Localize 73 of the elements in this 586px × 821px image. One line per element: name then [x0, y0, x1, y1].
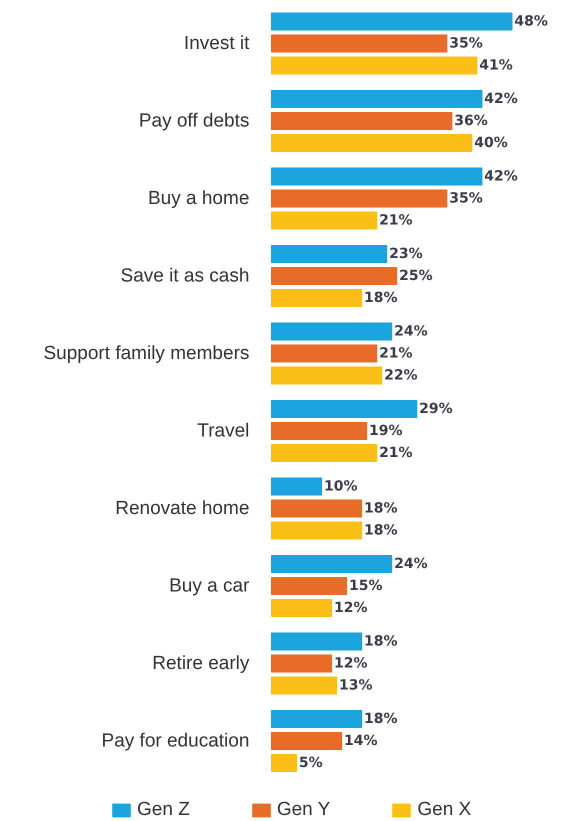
data-label: 15% [349, 578, 383, 594]
data-label: 18% [364, 290, 398, 306]
data-label: 25% [399, 268, 433, 284]
bar [270, 134, 472, 152]
legend-label: Gen Z [137, 799, 190, 821]
data-label: 29% [419, 401, 453, 417]
data-label: 21% [379, 346, 413, 362]
data-label: 48% [514, 14, 548, 30]
bar [270, 422, 368, 440]
bar [270, 90, 482, 108]
legend-label: Gen X [417, 799, 472, 821]
y-tick-label: Travel [197, 420, 250, 442]
y-tick-label: Retire early [152, 653, 250, 674]
y-tick-label: Invest it [184, 33, 250, 54]
bar [270, 344, 378, 362]
bar [270, 732, 342, 750]
bar [270, 267, 398, 285]
y-tick-label: Pay off debts [138, 110, 250, 132]
data-label: 35% [449, 36, 483, 52]
bar [270, 168, 482, 186]
data-label: 14% [344, 733, 378, 749]
bar [270, 676, 338, 694]
data-label: 21% [379, 212, 413, 228]
data-label: 12% [334, 656, 368, 672]
data-label: 5% [298, 755, 323, 771]
bar [270, 112, 452, 130]
bar [270, 444, 378, 462]
bar [270, 56, 478, 74]
y-tick-label: Save it as cash [120, 266, 250, 286]
bar [270, 710, 362, 728]
data-label: 18% [364, 522, 398, 538]
data-label: 42% [484, 168, 518, 184]
bar [270, 478, 322, 496]
data-label: 22% [384, 368, 418, 384]
y-tick-label: Buy a car [169, 576, 250, 596]
data-label: 41% [479, 58, 513, 74]
y-tick-label: Support family members [43, 343, 250, 364]
bar [270, 500, 362, 518]
data-label: 35% [449, 190, 483, 206]
bar [270, 289, 362, 307]
bar [270, 34, 448, 52]
bar [270, 654, 332, 672]
bar [270, 599, 332, 617]
data-label: 18% [364, 634, 398, 650]
bar [270, 577, 348, 595]
bar [270, 245, 388, 263]
data-label: 36% [454, 113, 488, 129]
data-label: 40% [474, 135, 508, 151]
bar [270, 212, 378, 230]
bar [270, 754, 297, 772]
data-label: 13% [338, 678, 372, 694]
data-label: 19% [369, 423, 403, 439]
y-tick-label: Renovate home [115, 498, 250, 519]
data-label: 12% [334, 600, 368, 616]
legend-label: Gen Y [276, 799, 330, 821]
bar [270, 190, 448, 208]
data-label: 24% [394, 556, 428, 572]
bar [270, 322, 392, 340]
y-tick-label: Pay for education [102, 730, 250, 752]
data-label: 10% [324, 478, 358, 494]
data-label: 24% [394, 324, 428, 340]
bar [270, 555, 392, 573]
y-tick-label: Buy a home [148, 188, 250, 209]
data-label: 42% [484, 91, 518, 107]
data-label: 23% [389, 246, 423, 262]
data-label: 18% [364, 711, 398, 727]
data-label: 21% [379, 445, 413, 461]
bar [270, 366, 382, 384]
bar [270, 400, 418, 418]
bar [270, 632, 362, 650]
data-label: 18% [364, 500, 398, 516]
bar [270, 12, 512, 30]
bar [270, 522, 362, 540]
